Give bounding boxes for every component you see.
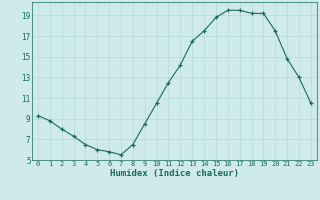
X-axis label: Humidex (Indice chaleur): Humidex (Indice chaleur) <box>110 169 239 178</box>
